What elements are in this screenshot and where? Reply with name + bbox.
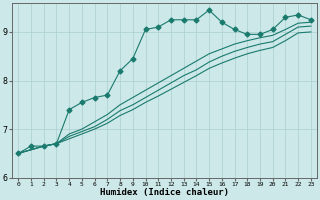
X-axis label: Humidex (Indice chaleur): Humidex (Indice chaleur): [100, 188, 229, 197]
